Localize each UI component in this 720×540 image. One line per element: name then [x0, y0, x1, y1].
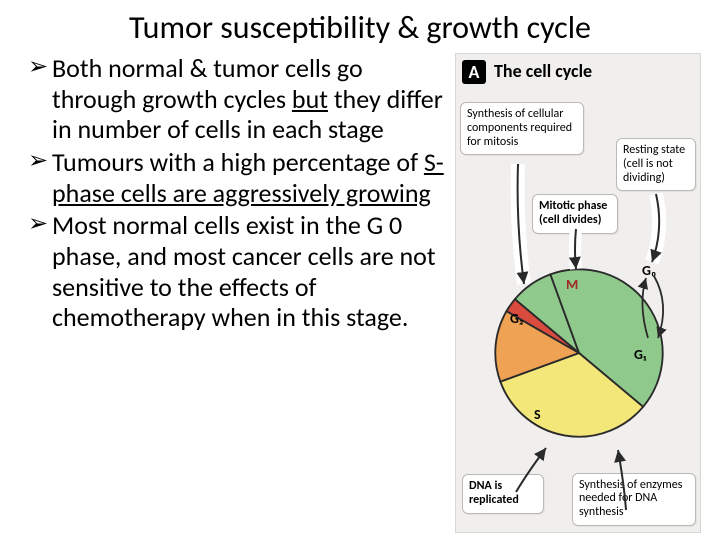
cell-cycle-diagram: A The cell cycle Synthesis of cellular c…: [455, 53, 701, 533]
phase-label-g0: G₀: [642, 262, 657, 279]
callout-resting-state: Resting state (cell is not dividing): [616, 138, 696, 191]
bullet-list: Both normal & tumor cells go through gro…: [10, 53, 455, 533]
callout-dna-replicated: DNA is replicated: [462, 474, 544, 514]
bullet-underline: but: [292, 83, 328, 115]
phase-label-g2: G₂: [510, 310, 524, 327]
bullet-text: Most normal cells exist in the G 0 phase…: [52, 209, 436, 333]
bullet-item: Tumours with a high percentage of S-phas…: [28, 147, 449, 208]
panel-title: The cell cycle: [494, 60, 592, 82]
bullet-item: Both normal & tumor cells go through gro…: [28, 53, 449, 145]
slide-content: Both normal & tumor cells go through gro…: [0, 53, 720, 533]
bullet-text: Tumours with a high percentage of: [52, 146, 424, 178]
phase-label-s: S: [534, 406, 541, 423]
phase-label-g1: G₁: [634, 346, 646, 363]
phase-label-m: M: [566, 276, 578, 293]
callout-mitotic-phase: Mitotic phase (cell divides): [532, 194, 618, 234]
callout-enzymes: Synthesis of enzymes needed for DNA synt…: [572, 473, 696, 526]
panel-letter-badge: A: [462, 60, 486, 84]
callout-synthesis-mitosis: Synthesis of cellular components require…: [460, 102, 584, 155]
page-title: Tumor susceptibility & growth cycle: [0, 0, 720, 53]
bullet-item: Most normal cells exist in the G 0 phase…: [28, 210, 449, 333]
